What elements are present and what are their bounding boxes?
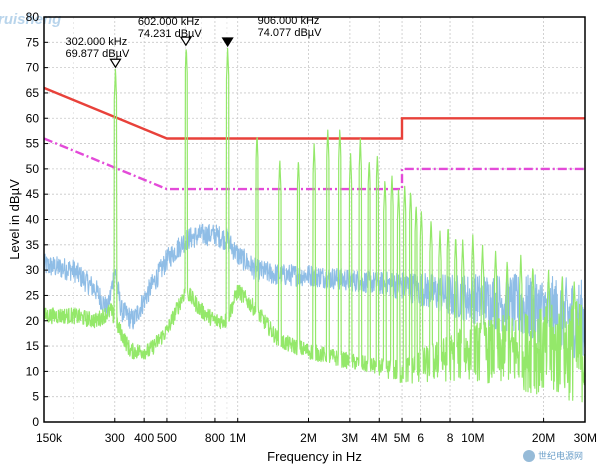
marker-3-level: 74.077 dBµV xyxy=(258,27,322,39)
y-tick-label: 55 xyxy=(26,137,40,151)
marker-3-frequency: 906.000 kHz xyxy=(258,15,320,27)
peak-marker-3 xyxy=(221,37,234,48)
x-tick-label: 800 xyxy=(205,431,225,445)
limit-lines xyxy=(43,86,585,191)
series-layer xyxy=(43,47,586,403)
y-tick-label: 30 xyxy=(26,263,40,277)
y-tick-label: 5 xyxy=(32,390,39,404)
y-tick-label: 65 xyxy=(26,86,40,100)
x-axis-title: Frequency in Hz xyxy=(267,449,362,464)
y-tick-label: 60 xyxy=(26,111,40,125)
x-tick-label: 400 xyxy=(134,431,154,445)
x-tick-label: 2M xyxy=(300,431,317,445)
peak-marker-2 xyxy=(179,36,192,47)
y-tick-label: 40 xyxy=(26,213,40,227)
marker-1-level: 69.877 dBµV xyxy=(65,48,129,60)
tick-labels: 0 5 10 15 20 25 30 35 40 45 50 55 60 65 70 75 80 150k 300 4… xyxy=(26,10,597,445)
y-tick-label: 80 xyxy=(26,10,40,24)
x-tick-label: 5M xyxy=(394,431,411,445)
peak-marker-1 xyxy=(109,58,122,69)
x-tick-label: 10M xyxy=(461,431,484,445)
y-tick-label: 0 xyxy=(32,415,39,429)
y-tick-label: 15 xyxy=(26,339,40,353)
x-tick-label: 20M xyxy=(532,431,555,445)
x-tick-label: 4M xyxy=(371,431,388,445)
x-tick-label: 1M xyxy=(229,431,246,445)
x-tick-label: 8 xyxy=(447,431,454,445)
y-tick-label: 10 xyxy=(26,364,40,378)
x-tick-label: 500 xyxy=(157,431,177,445)
y-tick-label: 75 xyxy=(26,35,40,49)
x-tick-label: 3M xyxy=(342,431,359,445)
watermark-text: 世纪电源网 xyxy=(538,450,583,462)
marker-2-level: 74.231 dBµV xyxy=(138,28,202,40)
quasi-peak-limit-line xyxy=(43,86,585,140)
y-tick-label: 35 xyxy=(26,238,40,252)
y-tick-label: 20 xyxy=(26,314,40,328)
green-trace xyxy=(43,47,586,403)
average-limit-line xyxy=(43,137,585,191)
y-axis-title: Level in dBµV xyxy=(7,179,22,260)
watermark-icon xyxy=(523,450,535,462)
x-tick-label: 30M xyxy=(574,431,597,445)
y-tick-label: 50 xyxy=(26,162,40,176)
watermark: 世纪电源网 xyxy=(523,450,583,462)
company-logo: ruisheng xyxy=(0,11,61,28)
logo-text: ruisheng xyxy=(0,11,61,28)
x-tick-label: 150k xyxy=(36,431,63,445)
marker-2-frequency: 602.000 kHz xyxy=(138,16,200,28)
marker-1-frequency: 302.000 kHz xyxy=(65,36,127,48)
x-tick-label: 6 xyxy=(417,431,424,445)
x-tick-label: 300 xyxy=(105,431,125,445)
y-tick-label: 70 xyxy=(26,61,40,75)
y-tick-label: 25 xyxy=(26,288,40,302)
y-tick-label: 45 xyxy=(26,187,40,201)
